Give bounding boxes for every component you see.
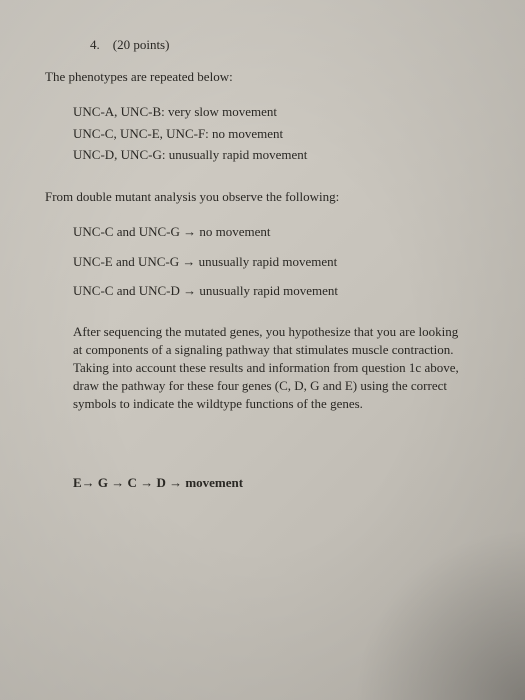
mutant-line: UNC-E and UNC-G → unusually rapid moveme… — [73, 252, 480, 272]
mutant-genes: UNC-E and UNC-G — [73, 254, 182, 269]
question-header: 4. (20 points) — [90, 35, 480, 55]
gene-g: G — [95, 475, 112, 490]
mutant-result: no movement — [196, 224, 270, 239]
arrow-icon: → — [169, 475, 182, 490]
phenotype-list: UNC-A, UNC-B: very slow movement UNC-C, … — [73, 102, 480, 165]
gene-d: D — [153, 475, 169, 490]
mutant-result: unusually rapid movement — [195, 254, 337, 269]
question-points: (20 points) — [113, 37, 170, 52]
document-page: 4. (20 points) The phenotypes are repeat… — [45, 35, 480, 493]
intro-text: The phenotypes are repeated below: — [45, 67, 480, 87]
phenotype-line: UNC-C, UNC-E, UNC-F: no movement — [73, 124, 480, 144]
analysis-header: From double mutant analysis you observe … — [45, 187, 480, 207]
question-number: 4. — [90, 37, 100, 52]
arrow-icon: → — [140, 475, 153, 490]
pathway-output: movement — [182, 475, 243, 490]
arrow-icon: → — [183, 283, 196, 298]
mutant-line: UNC-C and UNC-D → unusually rapid moveme… — [73, 281, 480, 301]
gene-e: E — [73, 475, 82, 490]
mutant-list: UNC-C and UNC-G → no movement UNC-E and … — [73, 222, 480, 301]
arrow-icon: → — [182, 254, 195, 269]
mutant-genes: UNC-C and UNC-G — [73, 224, 183, 239]
arrow-icon: → — [111, 475, 124, 490]
mutant-result: unusually rapid movement — [196, 283, 338, 298]
phenotype-line: UNC-A, UNC-B: very slow movement — [73, 102, 480, 122]
arrow-icon: → — [82, 475, 95, 490]
mutant-line: UNC-C and UNC-G → no movement — [73, 222, 480, 242]
arrow-icon: → — [183, 224, 196, 239]
photo-shadow — [325, 500, 525, 700]
phenotype-line: UNC-D, UNC-G: unusually rapid movement — [73, 145, 480, 165]
gene-c: C — [124, 475, 140, 490]
mutant-genes: UNC-C and UNC-D — [73, 283, 183, 298]
answer-pathway: E→ G → C → D → movement — [73, 473, 480, 493]
question-paragraph: After sequencing the mutated genes, you … — [73, 323, 480, 414]
